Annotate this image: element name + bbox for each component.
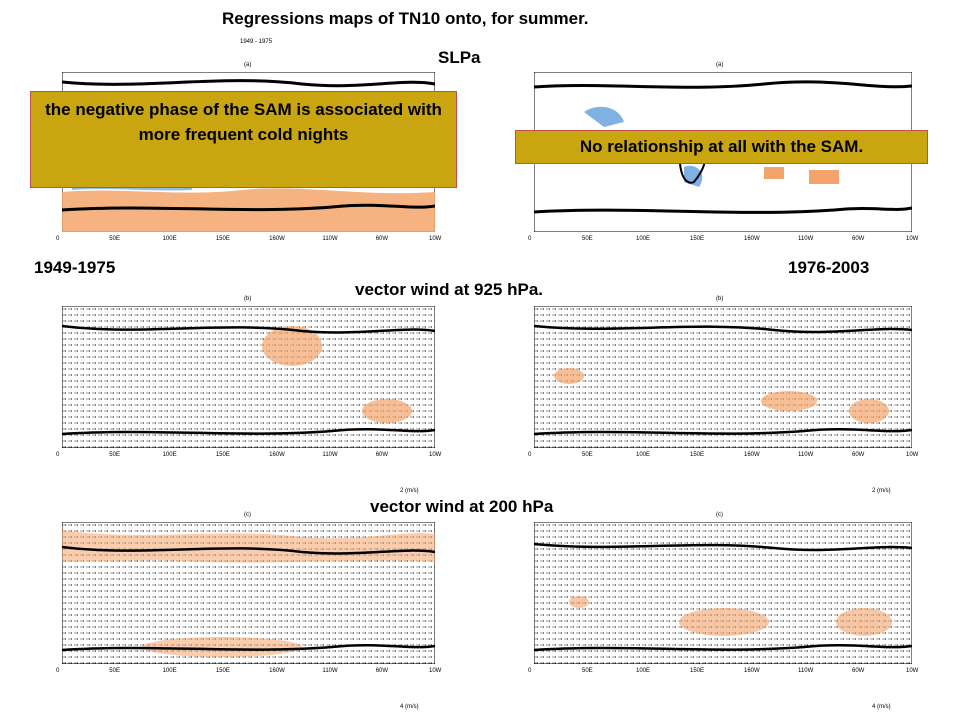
panel-label-c-right: (c): [716, 512, 723, 518]
longitude-tick: 100E: [636, 236, 651, 242]
longitude-tick: 60W: [852, 452, 865, 458]
longitude-tick: 50E: [582, 452, 593, 458]
longitude-tick: 150E: [690, 668, 705, 674]
longitude-tick: 10W: [429, 236, 442, 242]
longitude-tick: 10W: [906, 668, 919, 674]
longitude-tick: 100E: [162, 452, 177, 458]
panel-label-c-left: (c): [244, 512, 251, 518]
period-right-label: 1976-2003: [788, 258, 870, 277]
vector-scale-row3-left: 4 (m/s): [400, 704, 419, 710]
wind200-map-left: [62, 522, 435, 664]
wind200-map-left-svg: [62, 522, 435, 664]
longitude-tick: 50E: [109, 236, 120, 242]
longitude-tick: 0: [56, 668, 60, 674]
longitude-tick: 10W: [429, 452, 442, 458]
vector-scale-row2-left: 2 (m/s): [400, 488, 419, 494]
longitude-tick: 100E: [636, 668, 651, 674]
longitude-tick: 0: [528, 668, 532, 674]
longitude-tick: 150E: [215, 236, 230, 242]
longitude-tick: 100E: [636, 452, 651, 458]
panel-label-b-right: (b): [716, 296, 724, 302]
wind925-map-left-svg: [62, 306, 435, 448]
longitude-tick: 0: [528, 236, 532, 242]
longitude-tick: 150E: [690, 236, 705, 242]
wind200-map-right-svg: [534, 522, 912, 664]
longitude-tick: 50E: [109, 452, 120, 458]
callout-negative-sam: the negative phase of the SAM is associa…: [30, 91, 457, 188]
longitude-tick: 110W: [798, 236, 814, 242]
panel-label-a-right: (a): [716, 62, 724, 68]
longitude-tick: 160W: [269, 668, 285, 674]
longitude-tick: 50E: [109, 668, 120, 674]
longitude-tick: 110W: [322, 236, 338, 242]
longitude-tick: 110W: [798, 668, 814, 674]
panel-label-a-left: (a): [244, 62, 252, 68]
longitude-tick: 100E: [162, 668, 177, 674]
longitude-tick: 110W: [322, 668, 338, 674]
longitude-tick: 60W: [852, 668, 865, 674]
longitude-tick: 50E: [582, 668, 593, 674]
longitude-tick: 0: [528, 452, 532, 458]
longitude-tick: 160W: [744, 452, 760, 458]
longitude-tick: 60W: [852, 236, 865, 242]
vector-scale-row3-right: 4 (m/s): [872, 704, 891, 710]
longitude-tick: 10W: [906, 452, 919, 458]
wind925-map-left: [62, 306, 435, 448]
longitude-tick: 0: [56, 452, 60, 458]
vector-scale-row2-right: 2 (m/s): [872, 488, 891, 494]
panel-label-b-left: (b): [244, 296, 252, 302]
longitude-tick: 160W: [744, 668, 760, 674]
longitude-tick: 10W: [906, 236, 919, 242]
longitude-tick: 110W: [322, 452, 338, 458]
longitude-tick: 60W: [375, 452, 389, 458]
longitude-tick: 150E: [215, 452, 230, 458]
longitude-tick: 150E: [215, 668, 230, 674]
longitude-tick: 0: [56, 236, 60, 242]
longitude-tick: 150E: [690, 452, 705, 458]
panel-subtitle: 1949 - 1975: [240, 39, 273, 45]
longitude-tick: 10W: [429, 668, 442, 674]
main-title: Regressions maps of TN10 onto, for summe…: [222, 9, 589, 28]
slpa-title: SLPa: [438, 48, 481, 67]
wind925-map-right: [534, 306, 912, 448]
period-left-label: 1949-1975: [34, 258, 116, 277]
longitude-tick: 100E: [162, 236, 177, 242]
wind-925-title: vector wind at 925 hPa.: [355, 280, 544, 299]
longitude-tick: 50E: [582, 236, 593, 242]
wind200-map-right: [534, 522, 912, 664]
wind-200-title: vector wind at 200 hPa: [370, 497, 554, 516]
longitude-tick: 60W: [375, 236, 389, 242]
callout-no-relationship: No relationship at all with the SAM.: [515, 130, 928, 164]
longitude-tick: 160W: [744, 236, 760, 242]
wind925-map-right-svg: [534, 306, 912, 448]
longitude-tick: 110W: [798, 452, 814, 458]
longitude-tick: 60W: [375, 668, 389, 674]
longitude-tick: 160W: [269, 452, 285, 458]
longitude-tick: 160W: [269, 236, 285, 242]
